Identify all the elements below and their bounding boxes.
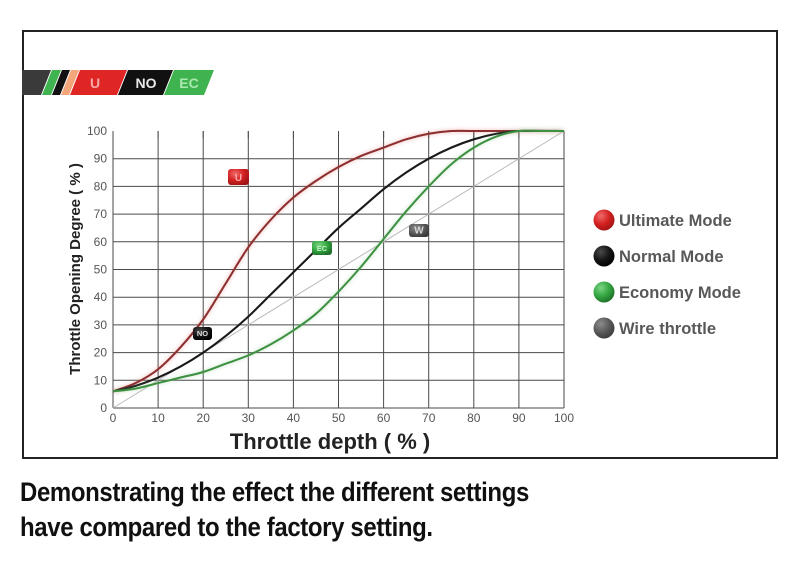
svg-text:10: 10: [94, 373, 108, 387]
svg-text:90: 90: [512, 411, 526, 425]
svg-text:Throttle depth ( % ): Throttle depth ( % ): [230, 429, 430, 454]
svg-text:60: 60: [377, 411, 391, 425]
svg-text:70: 70: [94, 207, 108, 221]
svg-text:0: 0: [110, 411, 117, 425]
svg-text:10: 10: [151, 411, 165, 425]
svg-text:U: U: [235, 173, 242, 184]
svg-text:20: 20: [197, 411, 211, 425]
svg-text:40: 40: [94, 290, 108, 304]
svg-text:0: 0: [100, 401, 107, 415]
svg-text:80: 80: [94, 179, 108, 193]
svg-text:40: 40: [287, 411, 301, 425]
svg-text:Normal Mode: Normal Mode: [619, 248, 724, 266]
svg-text:30: 30: [94, 318, 108, 332]
svg-text:EC: EC: [317, 244, 328, 253]
svg-text:20: 20: [94, 346, 108, 360]
svg-text:60: 60: [94, 235, 108, 249]
svg-text:W: W: [414, 226, 424, 237]
svg-text:80: 80: [467, 411, 481, 425]
svg-text:Wire throttle: Wire throttle: [619, 320, 716, 338]
svg-text:Throttle Opening Degree ( % ): Throttle Opening Degree ( % ): [67, 163, 84, 375]
svg-text:70: 70: [422, 411, 436, 425]
svg-text:Ultimate Mode: Ultimate Mode: [619, 212, 732, 230]
svg-text:50: 50: [332, 411, 346, 425]
svg-text:50: 50: [94, 263, 108, 277]
svg-text:NO: NO: [197, 329, 208, 338]
svg-text:30: 30: [242, 411, 256, 425]
svg-text:Economy Mode: Economy Mode: [619, 284, 741, 302]
svg-text:100: 100: [87, 124, 107, 138]
svg-text:100: 100: [554, 411, 574, 425]
svg-text:90: 90: [94, 152, 108, 166]
